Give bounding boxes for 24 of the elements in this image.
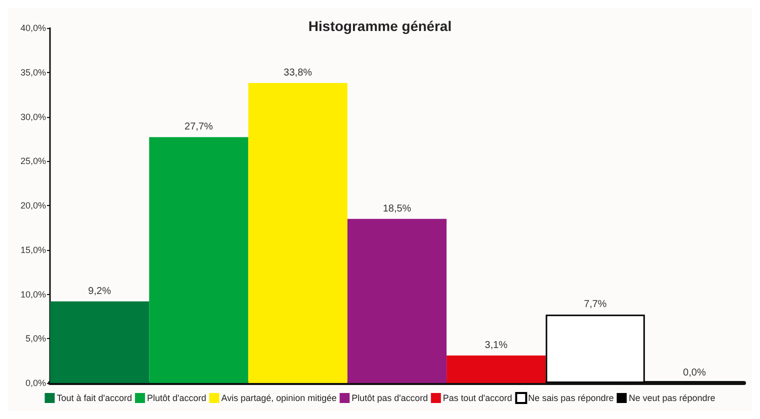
y-tick-label: 15,0%: [20, 244, 46, 255]
legend-label: Avis partagé, opinion mitigée: [221, 393, 337, 403]
data-label: 0,0%: [683, 368, 706, 378]
y-tick-label: 20,0%: [20, 200, 46, 210]
legend-label: Ne sais pas répondre: [528, 393, 614, 403]
data-label: 3,1%: [484, 340, 508, 351]
y-tick-label: 5,0%: [25, 334, 46, 344]
chart-title: Histogramme général: [308, 18, 452, 34]
data-label: 7,7%: [584, 299, 607, 310]
legend-label: Tout à fait d'accord: [56, 393, 132, 403]
legend-label: Plutôt pas d'accord: [352, 393, 428, 403]
y-tick-label: 25,0%: [20, 156, 46, 166]
y-tick-label: 35,0%: [20, 67, 46, 78]
data-label: 9,2%: [88, 286, 112, 297]
y-tick-label: 40,0%: [20, 23, 46, 33]
legend-label: Plutôt d'accord: [146, 393, 206, 403]
legend-label: Ne veut pas répondre: [628, 393, 716, 403]
y-tick-label: 0,0%: [25, 378, 46, 388]
data-label: 18,5%: [382, 203, 412, 214]
data-label: 33,8%: [284, 68, 312, 79]
legend-label: Pas tout d'accord: [442, 393, 512, 403]
y-tick-label: 10,0%: [20, 289, 46, 300]
y-tick-label: 30,0%: [20, 112, 46, 122]
data-label: 27,7%: [184, 122, 213, 133]
